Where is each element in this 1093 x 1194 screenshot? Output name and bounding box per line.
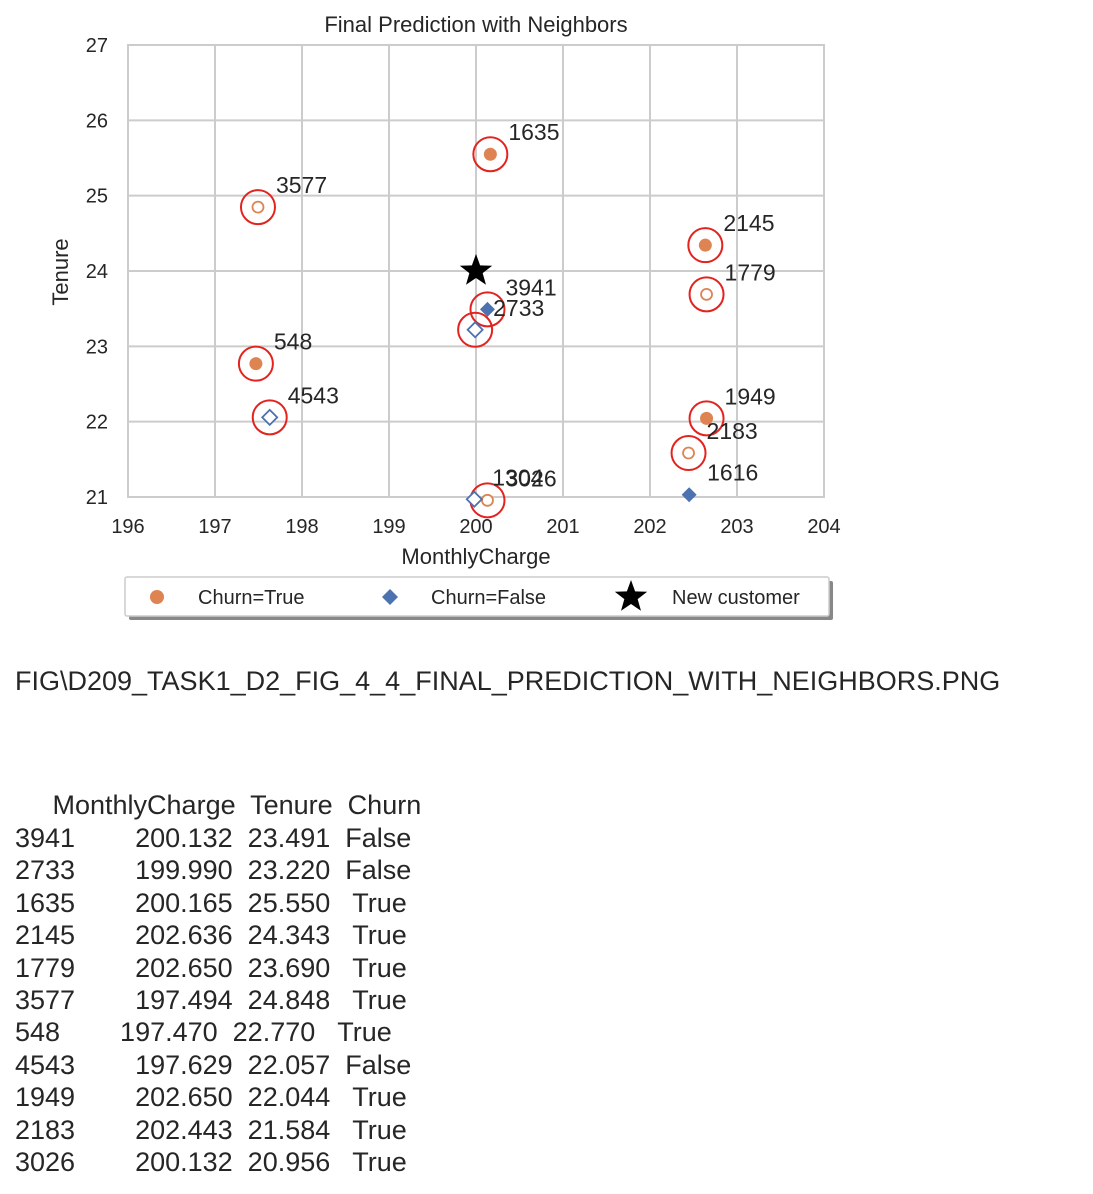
legend-marker-diamond xyxy=(382,589,398,605)
y-tick-label: 22 xyxy=(86,412,108,434)
table-row: 3577 197.494 24.848 True xyxy=(15,985,407,1015)
legend-box xyxy=(124,576,830,617)
x-tick-label: 203 xyxy=(720,516,753,538)
neighbor-ring xyxy=(237,345,274,382)
legend-label: Churn=False xyxy=(431,587,546,609)
table-row: 2733 199.990 23.220 False xyxy=(15,855,412,886)
churn-false-point xyxy=(681,487,697,503)
point-id-label: 1635 xyxy=(508,119,559,145)
neighbor-ring xyxy=(670,435,707,472)
churn-false-point xyxy=(260,408,279,427)
y-axis-label: Tenure xyxy=(48,238,73,305)
legend-label: Churn=True xyxy=(198,587,305,609)
neighbor-ring xyxy=(239,189,276,226)
point-id-label: 4543 xyxy=(288,382,339,408)
churn-false-point xyxy=(465,490,484,509)
x-tick-label: 196 xyxy=(111,516,144,538)
point-id-label: 3577 xyxy=(276,172,327,198)
churn-true-point xyxy=(700,287,713,301)
legend-items: Churn=True Churn=False New customer xyxy=(150,580,800,611)
y-tick-label: 21 xyxy=(86,487,108,509)
point-id-label: 2733 xyxy=(493,295,544,321)
x-tick-label: 199 xyxy=(372,516,405,538)
table-row: 1949 202.650 22.044 True xyxy=(15,1082,407,1113)
figure-caption: FIG\D209_TASK1_D2_FIG_4_4_FINAL_PREDICTI… xyxy=(15,666,1001,696)
point-id-label: 1304 xyxy=(492,464,543,490)
new-customer-star xyxy=(459,254,493,285)
table-row: 2183 202.443 21.584 True xyxy=(15,1114,407,1145)
y-tick-label: 25 xyxy=(86,186,108,208)
x-tick-label: 202 xyxy=(633,516,666,538)
table-row: 3026 200.132 20.956 True xyxy=(15,1147,407,1177)
legend-label: New customer xyxy=(672,587,800,609)
x-tick-label: 198 xyxy=(285,516,318,538)
point-id-label: 3026 xyxy=(505,465,556,491)
neighbor-ring xyxy=(251,399,288,436)
neighbor-ring xyxy=(457,311,494,348)
x-tick-label: 200 xyxy=(459,516,492,538)
table-header: MonthlyCharge Tenure Churn xyxy=(15,790,422,820)
churn-true-point xyxy=(682,446,695,460)
table-row: 1635 200.165 25.550 True xyxy=(15,887,407,918)
churn-true-point xyxy=(251,200,265,214)
neighbor-ring xyxy=(688,400,725,437)
legend-marker-circle xyxy=(150,590,164,604)
y-tick-label: 24 xyxy=(86,261,108,283)
table-row: 3941 200.132 23.491 False xyxy=(15,823,412,853)
point-id-label: 1779 xyxy=(725,259,776,285)
y-tick-label: 23 xyxy=(86,336,108,358)
churn-true-point xyxy=(483,147,497,161)
point-id-label: 2183 xyxy=(707,418,758,444)
neighbor-ring xyxy=(688,276,725,313)
y-tick-label: 26 xyxy=(86,110,108,132)
neighbor-ring xyxy=(687,227,724,264)
point-id-label: 548 xyxy=(274,329,312,355)
churn-true-point xyxy=(481,493,494,507)
table-row: 548 197.470 22.770 True xyxy=(15,1017,392,1048)
table-row: 2145 202.636 24.343 True xyxy=(15,920,407,951)
churn-false-point xyxy=(479,301,495,317)
churn-true-point xyxy=(698,238,712,252)
point-id-label: 1616 xyxy=(707,460,758,486)
tick-labels: 196 197 198 199 200 201 202 203 204 21 22 23 24 25 26 2… xyxy=(86,35,841,538)
table-row: 1779 202.650 23.690 True xyxy=(15,952,407,983)
legend-marker-star xyxy=(614,580,648,611)
point-id-label: 3941 xyxy=(505,274,556,300)
point-id-label: 2145 xyxy=(723,210,774,236)
x-tick-label: 197 xyxy=(198,516,231,538)
neighbor-ring xyxy=(469,291,506,328)
point-id-label: 1949 xyxy=(725,383,776,409)
x-tick-label: 201 xyxy=(546,516,579,538)
table-row: 4543 197.629 22.057 False xyxy=(15,1049,412,1080)
x-tick-label: 204 xyxy=(807,516,840,538)
churn-true-point xyxy=(249,357,263,371)
churn-false-point xyxy=(466,320,484,339)
neighbor-ring xyxy=(472,136,509,173)
x-axis-label: MonthlyCharge xyxy=(401,544,550,569)
legend: Churn=True Churn=False New customer xyxy=(124,576,833,620)
chart-title: Final Prediction with Neighbors xyxy=(324,12,627,37)
y-tick-label: 27 xyxy=(86,35,108,57)
churn-true-point xyxy=(700,411,714,425)
